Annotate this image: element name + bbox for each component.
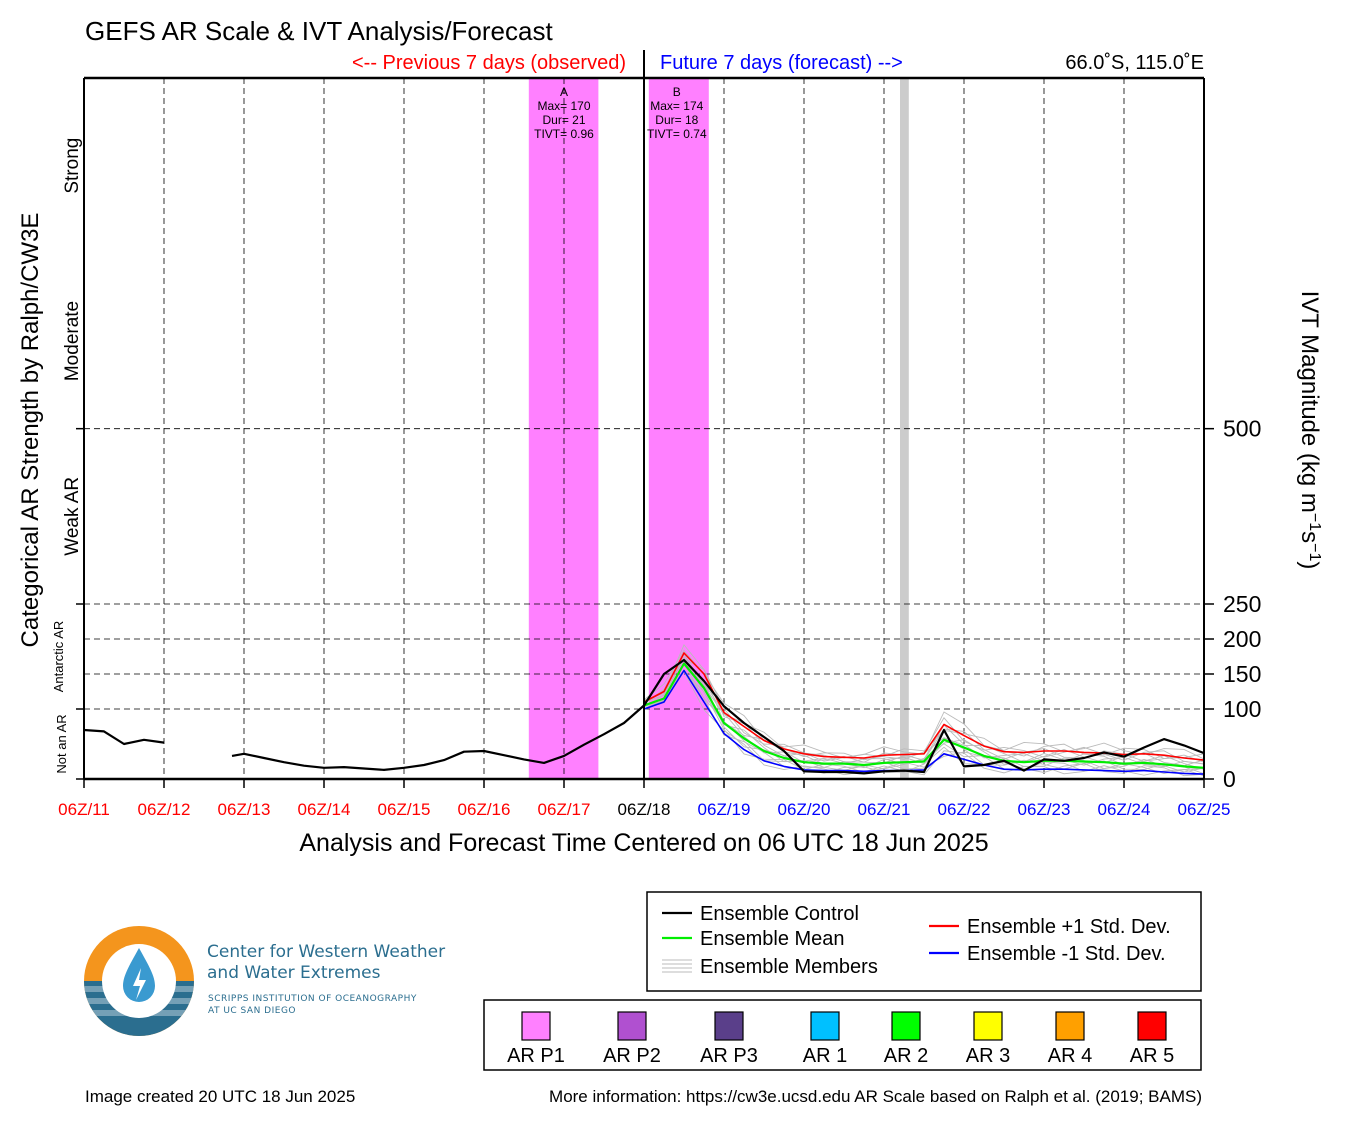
legend-label-mean: Ensemble Mean	[700, 928, 845, 950]
right-axis-title-part: −1	[1307, 513, 1324, 531]
legend-label-members: Ensemble Members	[700, 956, 878, 978]
ensemble-members	[643, 644, 1205, 779]
category-swatch	[1137, 1011, 1167, 1041]
right-axis-title-part: IVT Magnitude (kg m	[1296, 291, 1323, 513]
logo-emblem	[84, 926, 194, 1036]
series-line-control	[231, 658, 1205, 775]
x-tick-label: 06Z/24	[1098, 800, 1151, 819]
x-tick-label: 06Z/12	[138, 800, 191, 819]
x-tick-label: 06Z/23	[1018, 800, 1071, 819]
y-tick-label: 150	[1223, 661, 1261, 687]
logo-title-line2: and Water Extremes	[207, 963, 381, 983]
x-tick-label: 06Z/14	[298, 800, 351, 819]
y-tick-label: 0	[1223, 766, 1236, 792]
x-tick-label: 06Z/19	[698, 800, 751, 819]
category-swatch	[617, 1011, 647, 1041]
logo-title-line1: Center for Western Weather	[207, 942, 446, 962]
legend-label-plus-std: Ensemble +1 Std. Dev.	[967, 916, 1171, 938]
x-tick-label: 06Z/20	[778, 800, 831, 819]
series-line-plus-std	[643, 652, 1205, 761]
category-swatch	[810, 1011, 840, 1041]
right-axis-title-part: )	[1296, 561, 1323, 569]
category-label-legend: AR P2	[603, 1045, 661, 1067]
line-legend-box	[646, 891, 1202, 992]
x-tick-label: 06Z/16	[458, 800, 511, 819]
ar-event-b-max: Max= 174	[650, 99, 703, 113]
x-tick-label: 06Z/17	[538, 800, 591, 819]
y-tick-label: 500	[1223, 416, 1261, 442]
category-swatch	[714, 1011, 744, 1041]
category-label-legend: AR 5	[1130, 1045, 1174, 1067]
category-label: Antarctic AR	[51, 621, 66, 693]
location-label: 66.0˚S, 115.0˚E	[1065, 52, 1204, 74]
series-line-mean	[643, 662, 1205, 769]
right-axis-title-part: s	[1296, 531, 1323, 543]
x-tick-label: 06Z/21	[858, 800, 911, 819]
ar-event-a-tivt: TIVT= 0.96	[534, 127, 594, 141]
category-swatch	[891, 1011, 921, 1041]
x-tick-label: 06Z/22	[938, 800, 991, 819]
y-tick-label: 200	[1223, 626, 1261, 652]
category-label: Moderate	[62, 301, 83, 381]
series-line-control	[83, 728, 165, 746]
y-tick-label: 250	[1223, 591, 1261, 617]
previous-days-label: <-- Previous 7 days (observed)	[352, 52, 626, 74]
category-label-legend: AR P1	[507, 1045, 565, 1067]
category-label: Weak AR	[62, 477, 83, 556]
ar-event-a-dur: Dur= 21	[542, 113, 585, 127]
y-tick-label: 100	[1223, 696, 1261, 722]
category-label-legend: AR 2	[884, 1045, 928, 1067]
future-days-label: Future 7 days (forecast) -->	[660, 52, 903, 74]
category-label-legend: AR P3	[700, 1045, 758, 1067]
category-swatch	[521, 1011, 551, 1041]
category-swatch	[973, 1011, 1003, 1041]
cw3e-logo: Center for Western Weather and Water Ext…	[84, 926, 484, 1038]
chart-title: GEFS AR Scale & IVT Analysis/Forecast	[85, 16, 553, 46]
ar-event-b-dur: Dur= 18	[655, 113, 698, 127]
x-axis-title: Analysis and Forecast Time Centered on 0…	[299, 829, 988, 857]
footer-info: More information: https://cw3e.ucsd.edu …	[549, 1087, 1202, 1106]
ar-event-b-letter: B	[673, 85, 681, 99]
legend-label-control: Ensemble Control	[700, 903, 859, 925]
category-label-legend: AR 4	[1048, 1045, 1092, 1067]
category-label: Not an AR	[54, 714, 69, 773]
logo-sub-line1: SCRIPPS INSTITUTION OF OCEANOGRAPHY	[208, 994, 417, 1004]
x-tick-label: 06Z/18	[618, 800, 671, 819]
legend-label-minus-std: Ensemble -1 Std. Dev.	[967, 943, 1166, 965]
x-tick-label: 06Z/15	[378, 800, 431, 819]
ar-event-b-tivt: TIVT= 0.74	[647, 127, 707, 141]
x-tick-label: 06Z/25	[1178, 800, 1231, 819]
x-tick-label: 06Z/11	[58, 800, 110, 819]
category-label: Strong	[62, 138, 83, 194]
logo-sub-line2: AT UC SAN DIEGO	[208, 1006, 297, 1016]
category-swatch	[1055, 1011, 1085, 1041]
x-tick-label: 06Z/13	[218, 800, 271, 819]
footer-created: Image created 20 UTC 18 Jun 2025	[85, 1087, 356, 1106]
ar-event-a-letter: A	[560, 85, 568, 99]
left-axis-title: Categorical AR Strength by Ralph/CW3E	[17, 213, 44, 648]
right-axis-title: IVT Magnitude (kg m−1s−1)	[1296, 291, 1324, 570]
water-drop-icon	[123, 948, 155, 1002]
ar-event-a-max: Max= 170	[537, 99, 590, 113]
right-axis-title-part: −1	[1307, 543, 1324, 561]
category-label-legend: AR 3	[966, 1045, 1010, 1067]
category-label-legend: AR 1	[803, 1045, 847, 1067]
